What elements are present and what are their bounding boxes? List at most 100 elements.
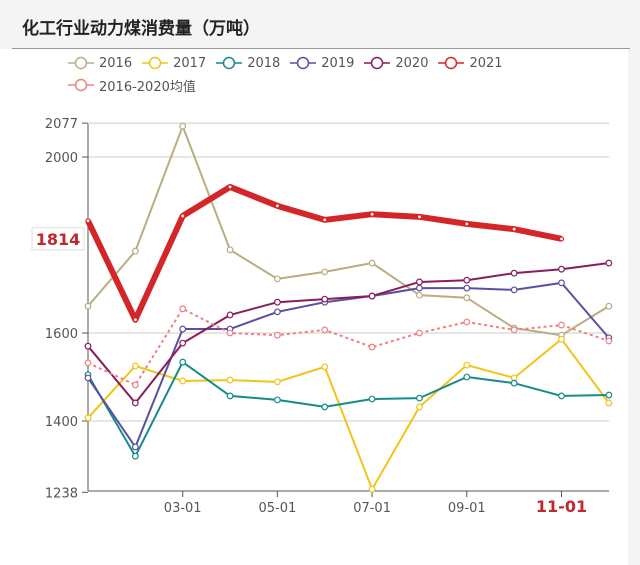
data-point[interactable] [369,211,375,217]
legend-marker-icon [68,78,94,92]
data-point[interactable] [368,395,376,403]
data-point[interactable] [226,311,234,319]
data-point[interactable] [368,292,376,300]
data-point[interactable] [416,284,423,292]
data-point[interactable] [463,318,471,326]
legend-label: 2016-2020均值 [99,79,196,95]
data-point[interactable] [558,321,565,329]
data-point[interactable] [226,329,234,337]
data-point[interactable] [131,381,139,389]
data-point[interactable] [179,305,187,313]
data-point[interactable] [179,358,187,366]
data-point[interactable] [274,298,281,306]
y-tick-label: 1400 [45,415,78,430]
data-point[interactable] [605,391,613,399]
data-point[interactable] [416,214,423,220]
series-line [87,307,610,386]
data-point[interactable] [558,335,565,343]
data-point[interactable] [416,291,423,299]
legend-marker-icon [68,56,94,70]
data-point[interactable] [132,317,138,323]
data-point[interactable] [274,331,281,339]
data-point[interactable] [321,268,329,276]
data-point[interactable] [179,325,187,333]
data-point[interactable] [226,392,234,400]
data-point[interactable] [463,361,471,369]
header: 化工行业动力煤消费量（万吨） [0,0,640,48]
data-point[interactable] [558,392,565,400]
data-point[interactable] [84,359,92,367]
data-point[interactable] [321,295,329,303]
data-point[interactable] [605,399,613,407]
data-point[interactable] [322,217,328,223]
axis-pointer-label: 1814 [36,230,81,249]
data-point[interactable] [274,203,280,209]
data-point[interactable] [416,403,423,411]
data-point[interactable] [180,213,186,219]
data-point[interactable] [605,259,613,267]
data-point[interactable] [131,362,139,370]
legend-item-2017[interactable]: 2017 [142,52,206,74]
data-point[interactable] [558,236,565,242]
data-point[interactable] [131,399,139,407]
data-point[interactable] [558,279,565,287]
series-2019 [84,279,613,451]
data-point[interactable] [368,259,376,267]
data-point[interactable] [84,302,92,310]
data-point[interactable] [84,342,92,350]
data-point[interactable] [274,396,281,404]
data-point[interactable] [416,394,423,402]
series-line [87,338,610,491]
chart-panel [0,49,628,565]
data-point[interactable] [274,378,281,386]
legend-label: 2021 [469,55,503,71]
data-point[interactable] [605,337,613,345]
data-point[interactable] [321,326,329,334]
legend-label: 2018 [247,55,281,71]
data-point[interactable] [85,218,91,224]
legend-item-2019[interactable]: 2019 [290,52,354,74]
legend-item-2016-2020均值[interactable]: 2016-2020均值 [68,74,196,96]
legend-item-2018[interactable]: 2018 [216,52,280,74]
data-point[interactable] [416,329,423,337]
chart-legend: 2016 2017 2018 2019 2020 2021 2016-2020均值 [68,52,568,96]
data-point[interactable] [463,373,471,381]
data-point[interactable] [510,286,518,294]
data-point[interactable] [368,485,376,493]
data-point[interactable] [179,377,187,385]
data-point[interactable] [274,308,281,316]
data-point[interactable] [131,443,139,451]
data-point[interactable] [368,343,376,351]
data-point[interactable] [463,294,471,302]
data-point[interactable] [510,269,518,277]
data-point[interactable] [131,452,139,460]
data-point[interactable] [511,226,517,232]
data-point[interactable] [416,278,423,286]
data-point[interactable] [464,221,470,227]
legend-marker-icon [438,56,465,70]
data-point[interactable] [510,326,518,334]
data-point[interactable] [321,403,329,411]
legend-item-2020[interactable]: 2020 [364,52,428,74]
data-point[interactable] [274,275,281,283]
data-point[interactable] [463,276,471,284]
data-point[interactable] [605,302,613,310]
data-point[interactable] [321,363,329,371]
data-point[interactable] [179,122,187,130]
data-point[interactable] [227,184,233,190]
data-point[interactable] [558,265,565,273]
legend-item-2016[interactable]: 2016 [68,52,132,74]
legend-item-2021[interactable]: 2021 [438,52,503,74]
series-2018 [84,358,613,460]
data-point[interactable] [463,284,471,292]
data-point[interactable] [84,374,92,382]
data-point[interactable] [179,339,187,347]
data-point[interactable] [84,414,92,422]
data-point[interactable] [226,376,234,384]
data-point[interactable] [510,379,518,387]
legend-marker-icon [290,56,317,70]
legend-marker-icon [142,56,169,70]
data-point[interactable] [131,247,139,255]
data-point[interactable] [226,246,234,254]
series-line [87,281,610,448]
